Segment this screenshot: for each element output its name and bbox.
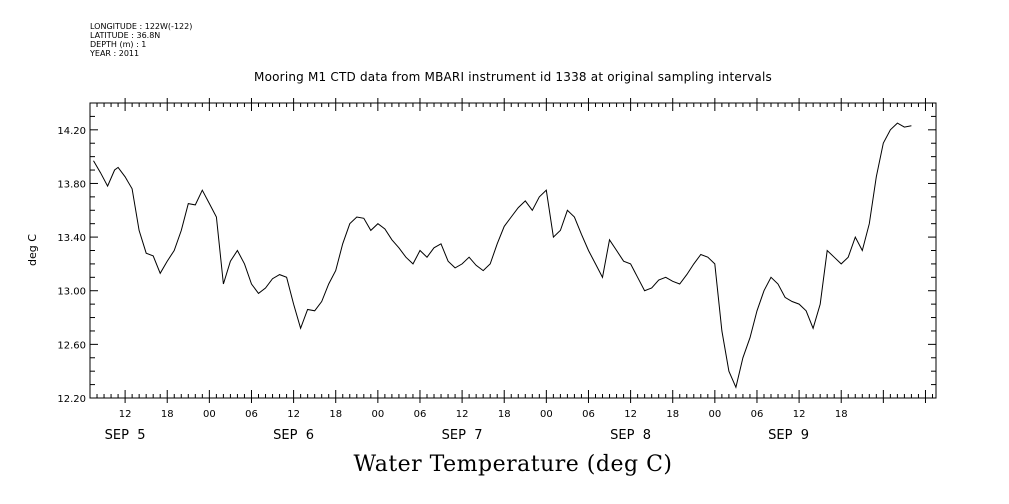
y-tick-label: 13.00: [57, 287, 86, 298]
day-labels: SEP 5 SEP 6 SEP 7 SEP 8 SEP 9: [105, 428, 809, 443]
x-tick-label: 06: [582, 409, 595, 420]
day-label: SEP 7: [442, 428, 483, 443]
x-tick-label: 18: [835, 409, 848, 420]
x-tick-label: 18: [498, 409, 511, 420]
x-tick-label: 06: [414, 409, 427, 420]
y-tick-label: 12.60: [57, 340, 86, 351]
series-line: [93, 122, 912, 389]
day-label: SEP 6: [273, 428, 314, 443]
x-tick-label: 12: [793, 409, 806, 420]
x-tick-label: 06: [245, 409, 258, 420]
day-label: SEP 5: [105, 428, 146, 443]
x-tick-label: 00: [540, 409, 553, 420]
meta-latitude: LATITUDE : 36.8N: [90, 31, 161, 40]
y-tick-label: 13.40: [57, 233, 86, 244]
x-tick-label: 00: [371, 409, 384, 420]
x-tick-label: 06: [751, 409, 764, 420]
chart-subtitle: Mooring M1 CTD data from MBARI instrumen…: [254, 70, 772, 84]
y-tick-label: 14.20: [57, 126, 86, 137]
y-axis-label: deg C: [26, 234, 39, 266]
x-tick-label: 12: [456, 409, 469, 420]
x-tick-label: 18: [161, 409, 174, 420]
y-tick-label: 12.20: [57, 394, 86, 405]
x-tick-label: 00: [708, 409, 721, 420]
meta-year: YEAR : 2011: [90, 49, 140, 58]
x-tick-label: 12: [287, 409, 300, 420]
x-tick-label: 18: [666, 409, 679, 420]
x-tick-label: 00: [203, 409, 216, 420]
y-tick-label: 13.80: [57, 179, 86, 190]
metadata-block: LONGITUDE : 122W(-122) LATITUDE : 36.8N …: [90, 22, 192, 58]
x-tick-label: 12: [624, 409, 637, 420]
chart-title: Water Temperature (deg C): [353, 452, 673, 477]
plot-frame: [89, 102, 937, 399]
meta-depth: DEPTH (m) : 1: [90, 40, 147, 49]
x-tick-labels: 12 18 00 06 12 18 00 06 12 18 00 06 12 18 00 06 12 18: [119, 409, 848, 420]
meta-longitude: LONGITUDE : 122W(-122): [90, 22, 193, 31]
y-tick-labels: 14.20 13.80 13.40 13.00 12.60 12.20: [57, 126, 86, 405]
day-label: SEP 9: [768, 428, 809, 443]
x-tick-label: 12: [119, 409, 132, 420]
tick-group: [89, 98, 936, 403]
x-tick-label: 18: [329, 409, 342, 420]
day-label: SEP 8: [610, 428, 651, 443]
